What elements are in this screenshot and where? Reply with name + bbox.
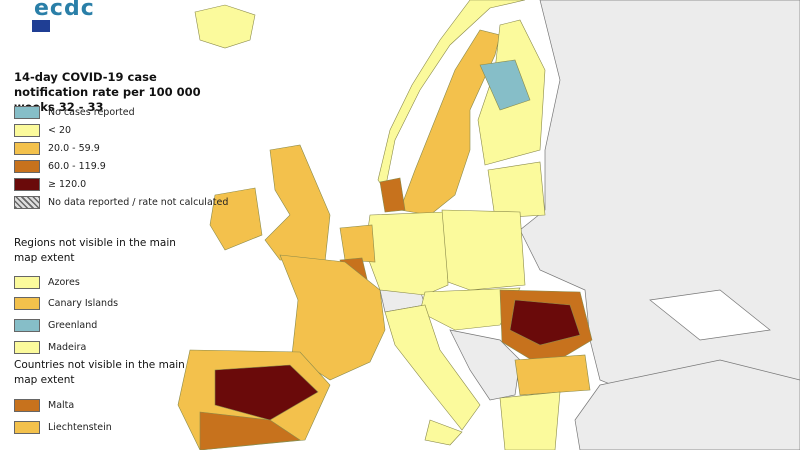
legend-label: ≥ 120.0 (48, 178, 87, 190)
denmark (379, 177, 406, 213)
legend-label: Azores (48, 276, 80, 288)
spain-high (214, 364, 319, 421)
baltics (487, 161, 546, 219)
legend-label: 20.0 - 59.9 (48, 142, 100, 154)
legend-item: ≥ 120.0 (14, 177, 86, 191)
legend-swatch (14, 177, 40, 191)
legend-label: Liechtenstein (48, 421, 112, 433)
legend-item: 20.0 - 59.9 (14, 141, 100, 155)
western-balkans (449, 329, 521, 401)
black-sea-shore (649, 289, 771, 341)
countries-title: Countries not visible in the main map ex… (14, 359, 185, 386)
norway (377, 0, 526, 191)
romania-high (509, 299, 581, 346)
legend-swatch (14, 195, 40, 209)
legend-item: No data reported / rate not calculated (14, 195, 228, 209)
greece (499, 391, 561, 450)
legend-label: Canary Islands (48, 297, 119, 309)
eu-flag (32, 20, 50, 32)
region-item: Canary Islands (14, 296, 118, 310)
iceland (194, 4, 256, 49)
region-item: Madeira (14, 340, 86, 354)
legend-swatch (14, 340, 40, 354)
legend-swatch (14, 159, 40, 173)
legend-label: Malta (48, 399, 75, 411)
logo: ecdc (34, 0, 95, 21)
germany (364, 211, 449, 296)
sicily (424, 419, 463, 446)
legend-swatch (14, 318, 40, 332)
region-item: Azores (14, 275, 80, 289)
spain-south (199, 411, 301, 450)
legend-item: 60.0 - 119.9 (14, 159, 106, 173)
uk (264, 144, 331, 263)
legend-swatch (14, 141, 40, 155)
legend-label: < 20 (48, 124, 72, 136)
legend-label: No cases reported (48, 106, 135, 118)
legend-title: 14-day COVID-19 case notification rate p… (14, 70, 201, 114)
eu-regions (177, 0, 593, 450)
legend-swatch (14, 296, 40, 310)
legend-swatch (14, 123, 40, 137)
legend-swatch (14, 105, 40, 119)
legend-label: 60.0 - 119.9 (48, 160, 106, 172)
regions-title: Regions not visible in the main map exte… (14, 237, 176, 264)
italy (384, 304, 481, 431)
legend-label: Greenland (48, 319, 98, 331)
benelux (339, 224, 376, 263)
legend-label: Madeira (48, 341, 87, 353)
legend-swatch (14, 420, 40, 434)
legend-item: < 20 (14, 123, 71, 137)
legend-item: No cases reported (14, 105, 135, 119)
turkey (574, 359, 800, 450)
bulgaria (514, 354, 591, 396)
france (279, 254, 386, 381)
ireland (209, 187, 263, 251)
country-item: Malta (14, 398, 74, 412)
legend-swatch (14, 275, 40, 289)
legend-swatch (14, 398, 40, 412)
poland (441, 209, 526, 291)
region-item: Greenland (14, 318, 97, 332)
finland-no-cases (479, 59, 531, 111)
legend-label: No data reported / rate not calculated (48, 196, 229, 208)
country-item: Liechtenstein (14, 420, 112, 434)
